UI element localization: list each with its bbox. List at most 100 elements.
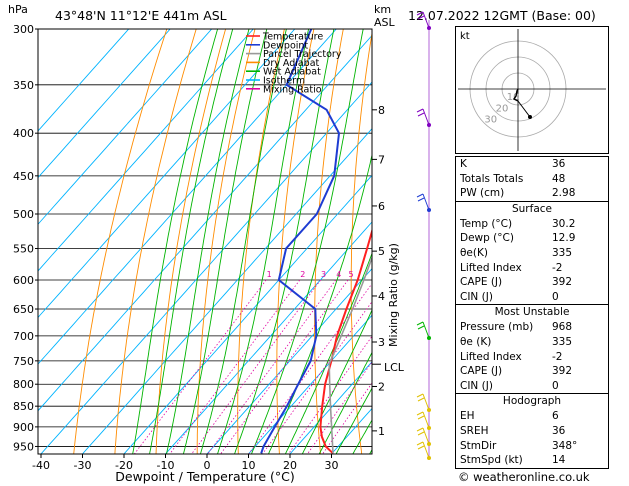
wet-adiabat-line — [284, 252, 372, 454]
pressure-tick-label: 900 — [13, 421, 34, 434]
mixing-ratio-label: 20 — [428, 270, 438, 279]
isotherm-line — [38, 34, 372, 412]
wet-adiabat-line — [251, 29, 364, 454]
plot-frame — [37, 28, 373, 455]
wind-barb-flag — [416, 393, 424, 398]
temp-tick-label: -30 — [74, 459, 92, 472]
hodograph-row: SREH 36 — [456, 424, 608, 439]
mixing-ratio-line — [262, 301, 372, 454]
km-tick-label: 4 — [378, 290, 385, 303]
isotherm-line — [38, 29, 296, 319]
most-unstable-key: Lifted Index — [460, 350, 522, 363]
dry-adiabat-line — [196, 29, 256, 454]
wind-barb-shaft — [422, 108, 430, 126]
wind-barbs — [416, 11, 431, 460]
index-row: Totals Totals 48 — [456, 172, 608, 187]
series-temperature — [319, 227, 372, 454]
wind-barb-shaft — [422, 393, 430, 411]
pressure-tick-label: 350 — [13, 79, 34, 92]
dry-adiabat-line — [155, 29, 227, 454]
location-title: 43°48'N 11°12'E 441m ASL — [55, 8, 227, 23]
wind-barb-flag — [416, 108, 424, 113]
pressure-tick-label: 500 — [13, 208, 34, 221]
index-key: PW (cm) — [460, 187, 505, 200]
temp-tick-label: -40 — [32, 459, 50, 472]
most-unstable-rows: Pressure (mb) 968 θe (K) 335 Lifted Index -2 C… — [456, 320, 608, 393]
most-unstable-row: Lifted Index -2 — [456, 350, 608, 365]
most-unstable-section: Most Unstable Pressure (mb) 968 θe (K) 335 L… — [456, 304, 608, 393]
hodograph-storm-motion — [517, 100, 531, 118]
wet-adiabat-line — [182, 29, 268, 454]
hodograph-row: EH 6 — [456, 409, 608, 424]
surface-title: Surface — [511, 202, 552, 215]
wind-barb-flag — [417, 112, 425, 117]
km-label: km — [374, 3, 391, 16]
hodograph-ring-label: 20 — [496, 103, 509, 114]
indices-rows: K 36 Totals Totals 48 PW (cm) 2.98 — [456, 157, 608, 201]
temp-tick-label: 10 — [242, 459, 256, 472]
legend-entry: Parcel Trajectory — [263, 49, 342, 60]
legend-entry: Mixing Ratio — [263, 84, 322, 95]
most-unstable-value: 968 — [552, 321, 573, 334]
mixing-ratio-label: 2 — [300, 270, 305, 279]
axes: 3003504004505005506006507007508008509009… — [13, 23, 385, 472]
pressure-tick-label: 850 — [13, 400, 34, 413]
wind-barb-dot — [427, 336, 431, 340]
km-tick-label: 7 — [378, 153, 385, 166]
surface-key: Lifted Index — [460, 261, 522, 274]
mixing-ratio-line — [248, 282, 372, 454]
wind-barb-flag — [417, 197, 425, 202]
indices-panel: K 36 Totals Totals 48 PW (cm) 2.98 Surface Te… — [455, 156, 609, 469]
dry-adiabat-line — [314, 29, 344, 454]
hodograph-key: StmDir — [460, 439, 497, 452]
wet-adiabat-line — [199, 29, 287, 454]
isotherm-line — [38, 29, 337, 365]
surface-key: Dewp (°C) — [460, 232, 514, 245]
hodograph-value: 348° — [552, 439, 578, 452]
pressure-tick-label: 300 — [13, 23, 34, 36]
wet-adiabat-line — [166, 29, 250, 454]
wind-barb-shaft — [422, 427, 430, 445]
surface-row: CAPE (J) 392 — [456, 275, 608, 290]
hodograph-trace — [512, 88, 519, 102]
isotherm-line — [38, 29, 213, 225]
km-tick-label: 2 — [378, 380, 385, 393]
hodograph-value: 14 — [552, 454, 566, 467]
legend-entry: Wet Adiabat — [263, 67, 321, 78]
lcl-label: LCL — [384, 361, 405, 374]
surface-value: 335 — [552, 246, 573, 259]
most-unstable-value: 0 — [552, 379, 559, 392]
dry-adiabat-line — [608, 29, 629, 458]
copyright-footer: © weatheronline.co.uk — [458, 470, 590, 484]
wind-barb-flag — [416, 427, 424, 432]
pressure-tick-label: 700 — [13, 330, 34, 343]
isotherm-line — [38, 29, 254, 272]
dry-adiabat-line — [350, 30, 372, 454]
most-unstable-key: CIN (J) — [460, 379, 493, 392]
surface-key: θe(K) — [460, 246, 488, 259]
index-value: 2.98 — [552, 187, 576, 200]
surface-key: CAPE (J) — [460, 276, 503, 289]
pressure-tick-label: 800 — [13, 378, 34, 391]
km-tick-label: 5 — [378, 245, 385, 258]
pressure-tick-label: 400 — [13, 127, 34, 140]
isotherm-line — [164, 221, 372, 454]
surface-value: 30.2 — [552, 217, 576, 230]
hodograph-rows: EH 6 SREH 36 StmDir 348° StmSpd (kt) 14 — [456, 409, 608, 467]
mixing-ratio-label: 8 — [375, 270, 380, 279]
wind-barb-flag — [416, 441, 424, 446]
surface-section: Surface Temp (°C) 30.2 Dewp (°C) 12.9 θe(K) 3… — [456, 200, 608, 305]
surface-row: CIN (J) 0 — [456, 290, 608, 305]
wind-barb-shaft — [422, 193, 430, 211]
isotherm-line — [40, 81, 372, 454]
hodograph-kt-label: kt — [460, 31, 470, 42]
wind-barb-dot — [427, 456, 431, 460]
hodograph-row: StmSpd (kt) 14 — [456, 453, 608, 468]
surface-key: CIN (J) — [460, 290, 493, 303]
isotherm-line — [38, 29, 171, 179]
wind-barb-shaft — [422, 321, 430, 339]
pressure-tick-label: 950 — [13, 440, 34, 453]
profile-lines — [260, 29, 372, 454]
